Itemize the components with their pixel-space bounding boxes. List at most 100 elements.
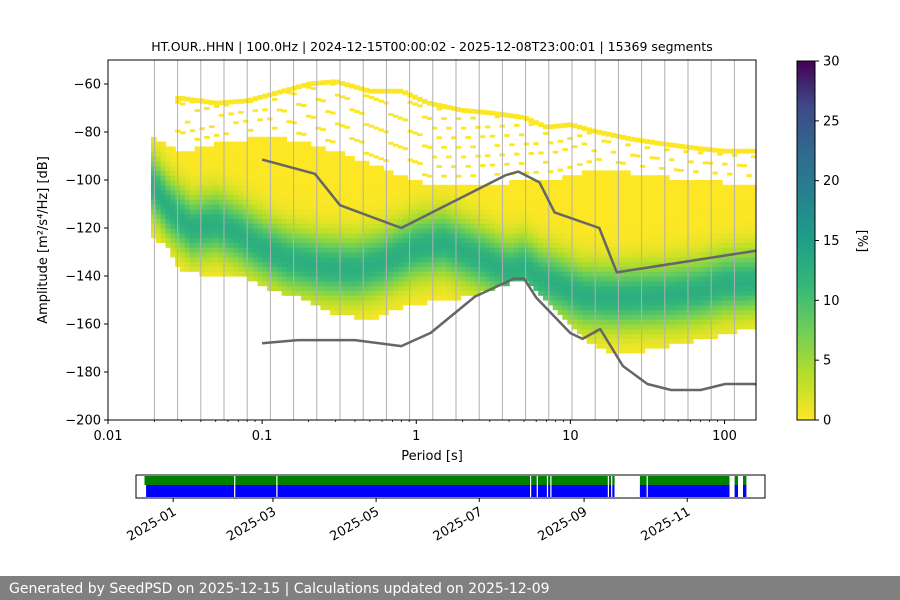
psd-cell [233,194,239,200]
psd-cell [228,261,234,267]
psd-cell [726,271,733,277]
psd-cell [310,218,317,224]
psd-outlier-cell [480,135,486,139]
psd-cell [465,242,472,248]
psd-cell [213,242,220,248]
psd-outlier-cell [494,115,501,119]
psd-cell [412,276,418,282]
psd-cell [426,252,433,258]
psd-cell [528,237,534,243]
psd-cell [392,252,399,258]
psd-cell [576,208,583,215]
psd-cell [634,343,641,349]
psd-cell [325,208,331,215]
psd-cell [436,256,442,263]
psd-cell [305,271,312,277]
psd-cell [276,156,283,162]
psd-cell [247,218,254,224]
psd-cell [223,266,230,272]
psd-cell [630,338,636,344]
psd-cell [320,232,326,239]
psd-cell [247,256,254,263]
psd-cell [204,156,210,162]
psd-cell [659,232,665,239]
psd-cell [397,204,404,210]
psd-cell [610,199,617,205]
psd-cell [349,208,355,215]
psd-cell [552,218,559,224]
psd-cell [242,204,249,210]
psd-cell [605,194,612,200]
psd-cell [189,252,196,258]
psd-cell [630,232,636,239]
psd-cell [378,276,384,282]
psd-cell [320,175,326,181]
psd-cell [596,228,602,234]
psd-outlier-cell [310,81,317,86]
psd-cell [722,285,728,291]
psd-outlier-cell [368,88,375,94]
psd-cell [422,184,428,191]
psd-cell [378,242,384,248]
psd-cell [349,242,355,248]
psd-cell [707,213,714,219]
psd-cell [673,319,680,325]
psd-cell [726,184,733,191]
psd-cell [528,199,534,205]
psd-cell [441,271,447,277]
psd-cell [678,252,684,258]
psd-cell [315,285,321,291]
psd-cell [252,218,259,224]
psd-cell [746,242,752,248]
psd-cell [252,261,259,267]
psd-cell [165,165,171,171]
psd-outlier-cell [523,171,530,175]
psd-cell [664,333,670,339]
psd-cell [610,319,617,325]
psd-cell [344,194,351,200]
psd-cell [751,199,756,205]
psd-cell [281,146,288,152]
psd-cell [620,232,626,239]
psd-cell [567,184,573,191]
psd-cell [213,156,220,162]
colorbar-label: [%] [854,230,869,253]
psd-cell [523,256,530,263]
psd-cell [417,204,423,210]
psd-cell [702,237,709,243]
psd-cell [271,175,278,181]
psd-cell [436,261,442,267]
psd-cell [344,266,351,272]
psd-cell [209,266,215,272]
psd-cell [422,285,428,291]
psd-cell [368,165,375,171]
psd-cell [325,261,331,267]
psd-cell [639,204,646,210]
psd-cell [605,324,612,330]
psd-cell [363,194,370,200]
psd-cell [199,160,205,167]
psd-cell [484,252,491,258]
psd-cell [726,204,733,210]
psd-outlier-cell [659,166,665,170]
psd-cell [562,189,568,195]
psd-cell [591,280,597,287]
psd-outlier-cell [436,103,442,108]
psd-outlier-cell [441,174,447,178]
psd-cell [664,237,670,243]
psd-cell [373,242,380,248]
psd-cell [320,146,326,152]
psd-cell [373,276,380,282]
psd-cell [591,232,597,239]
psd-cell [276,175,283,181]
psd-outlier-cell [693,145,699,151]
psd-cell [252,242,259,248]
psd-outlier-cell [494,111,501,117]
psd-cell [412,228,418,234]
psd-cell [601,304,607,311]
psd-cell [368,228,375,234]
psd-cell [688,333,694,339]
psd-cell [649,184,655,191]
psd-cell [717,194,723,200]
